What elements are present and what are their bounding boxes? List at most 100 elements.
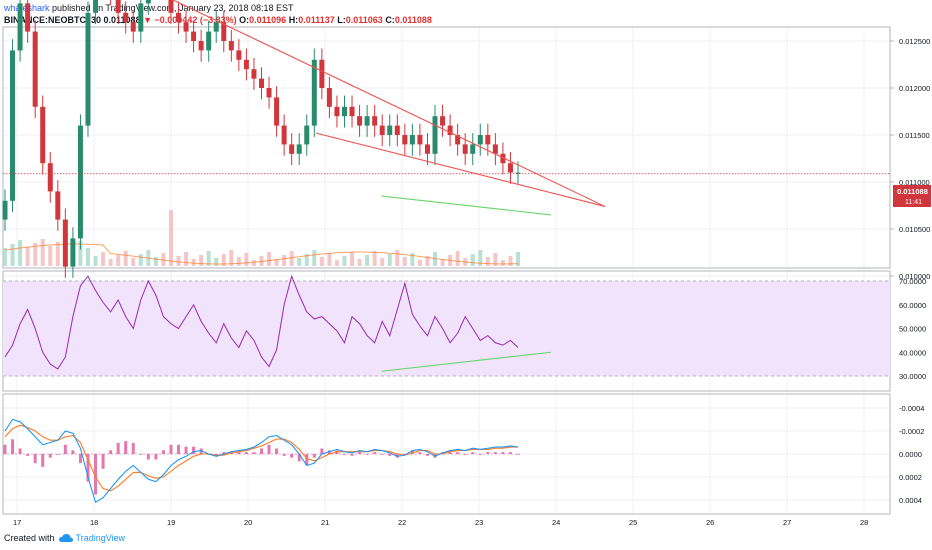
- x-tick-label: 22: [398, 518, 406, 527]
- candle[interactable]: [387, 125, 393, 135]
- candle[interactable]: [274, 97, 280, 126]
- candle[interactable]: [311, 59, 317, 126]
- candle[interactable]: [334, 106, 340, 117]
- macd-histogram-bar: [425, 454, 429, 456]
- candle[interactable]: [206, 31, 212, 51]
- volume-bar: [395, 250, 400, 266]
- candle[interactable]: [130, 22, 136, 32]
- candle[interactable]: [77, 125, 83, 239]
- candle[interactable]: [492, 144, 498, 154]
- macd-histogram-bar: [192, 446, 196, 454]
- candle[interactable]: [326, 88, 332, 107]
- candle[interactable]: [168, 0, 174, 13]
- candle[interactable]: [289, 144, 295, 154]
- cloud-icon: [58, 533, 73, 542]
- candle[interactable]: [304, 125, 310, 145]
- close-value: 0.011088: [394, 15, 432, 25]
- candle[interactable]: [319, 59, 325, 88]
- candle[interactable]: [251, 69, 257, 79]
- x-tick-label: 26: [706, 518, 714, 527]
- lower-trendline[interactable]: [316, 132, 606, 207]
- candle[interactable]: [281, 125, 287, 145]
- candle[interactable]: [62, 219, 68, 267]
- rsi-band: [3, 281, 890, 376]
- rsi-tick-label: 70.0000: [899, 277, 926, 286]
- candle[interactable]: [70, 238, 76, 267]
- macd-histogram-bar: [305, 454, 309, 466]
- tradingview-brand[interactable]: TradingView: [58, 533, 125, 543]
- change-value: −0.000442 (−3.83%): [154, 15, 237, 25]
- candle[interactable]: [341, 106, 347, 117]
- candle[interactable]: [10, 50, 16, 201]
- candle[interactable]: [32, 31, 38, 107]
- candle[interactable]: [183, 22, 189, 32]
- candle[interactable]: [440, 116, 446, 126]
- rsi-divergence-line[interactable]: [381, 351, 552, 372]
- candle[interactable]: [485, 135, 491, 145]
- candle[interactable]: [417, 135, 423, 145]
- candle[interactable]: [123, 12, 129, 23]
- candle[interactable]: [424, 144, 430, 154]
- candle[interactable]: [515, 172, 521, 174]
- support-line[interactable]: [381, 195, 552, 216]
- macd-tick-label: -0.0002: [899, 427, 924, 436]
- macd-pane[interactable]: [3, 418, 520, 504]
- candle[interactable]: [500, 153, 506, 164]
- candle[interactable]: [259, 78, 264, 88]
- price-pane[interactable]: [2, 0, 891, 278]
- candle[interactable]: [507, 163, 513, 173]
- candle[interactable]: [372, 116, 378, 126]
- candle[interactable]: [349, 106, 355, 117]
- candle[interactable]: [394, 125, 400, 135]
- rsi-pane[interactable]: [3, 274, 890, 377]
- macd-histogram-bar: [33, 454, 37, 464]
- macd-histogram-bar: [41, 454, 45, 467]
- volume-bar: [380, 258, 385, 266]
- candle[interactable]: [266, 88, 272, 98]
- candle[interactable]: [409, 135, 415, 145]
- candle[interactable]: [243, 59, 249, 70]
- candle[interactable]: [115, 0, 121, 13]
- macd-histogram-bar: [373, 452, 377, 454]
- candle[interactable]: [470, 144, 476, 154]
- candle[interactable]: [40, 106, 46, 164]
- macd-histogram-bar: [275, 448, 279, 454]
- candle[interactable]: [364, 116, 370, 126]
- candle[interactable]: [138, 3, 144, 32]
- candle[interactable]: [228, 41, 234, 51]
- candle[interactable]: [93, 0, 99, 13]
- candle[interactable]: [198, 41, 204, 51]
- candle[interactable]: [191, 31, 197, 41]
- candle[interactable]: [221, 22, 227, 41]
- candle[interactable]: [213, 22, 219, 32]
- rsi-tick-label: 40.0000: [899, 348, 926, 357]
- candle[interactable]: [145, 0, 151, 4]
- candle[interactable]: [55, 191, 61, 220]
- candle[interactable]: [25, 3, 31, 32]
- macd-histogram-bar: [320, 448, 324, 454]
- candle[interactable]: [85, 12, 91, 126]
- candle[interactable]: [2, 200, 8, 220]
- candle[interactable]: [402, 135, 408, 145]
- candle[interactable]: [176, 12, 182, 23]
- high-label: H:: [288, 15, 299, 25]
- candle[interactable]: [447, 125, 453, 135]
- volume-bar: [3, 248, 7, 266]
- candle[interactable]: [477, 135, 483, 145]
- candle[interactable]: [379, 125, 385, 135]
- upper-trendline[interactable]: [47, 0, 606, 207]
- axes: 1718192021222324252627280.0135000.013000…: [13, 37, 930, 527]
- macd-histogram-bar: [418, 452, 422, 454]
- candle[interactable]: [236, 50, 242, 60]
- candle[interactable]: [47, 163, 53, 192]
- candle[interactable]: [462, 144, 468, 154]
- macd-histogram-bar: [448, 452, 452, 454]
- candle[interactable]: [17, 3, 23, 51]
- ohlc-line: BINANCE:NEOBTC, 30 0.011088 ▼ −0.000442 …: [4, 14, 432, 26]
- candle[interactable]: [455, 135, 461, 145]
- candle[interactable]: [432, 116, 438, 154]
- candle[interactable]: [296, 144, 302, 154]
- candle[interactable]: [357, 116, 363, 126]
- volume-bar: [153, 257, 158, 266]
